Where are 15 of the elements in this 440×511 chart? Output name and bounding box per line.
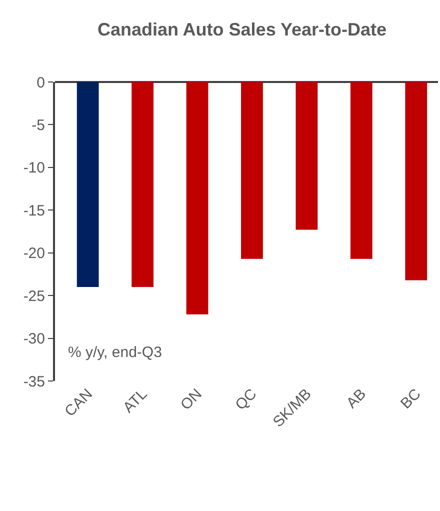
y-tick-label: -5 — [32, 116, 45, 134]
y-tick-label: -20 — [23, 245, 45, 262]
annotation: % y/y, end-Q3 — [68, 344, 162, 361]
y-tick-label: 0 — [36, 74, 45, 92]
x-tick-label: QC — [232, 385, 260, 414]
x-tick-label: AB — [343, 386, 370, 412]
y-tick-label: -35 — [23, 373, 45, 390]
x-tick-label: ATL — [120, 386, 151, 416]
y-tick-label: -15 — [23, 202, 45, 220]
y-tick-label: -30 — [23, 330, 45, 348]
y-tick-label: -10 — [23, 160, 45, 177]
x-tick-label: ON — [177, 386, 206, 414]
x-tick-label: BC — [397, 385, 424, 412]
y-tick-label: -25 — [23, 288, 45, 305]
chart-title: Canadian Auto Sales Year-to-Date — [97, 20, 387, 40]
